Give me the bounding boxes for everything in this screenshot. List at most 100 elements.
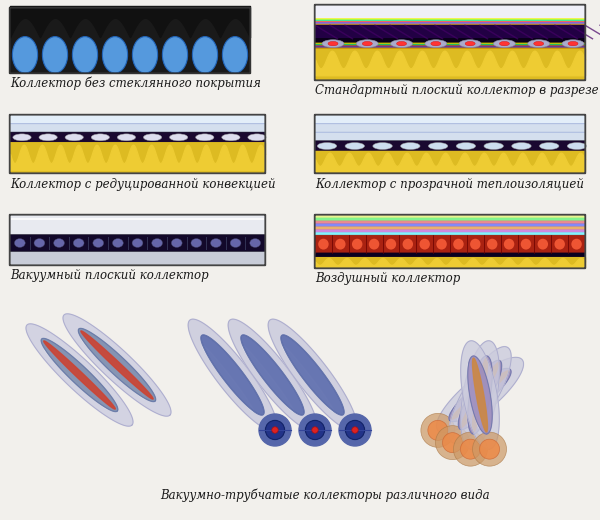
Ellipse shape [346,420,365,439]
Ellipse shape [222,134,240,141]
Ellipse shape [230,239,241,248]
FancyBboxPatch shape [314,215,586,218]
Ellipse shape [369,239,379,250]
Ellipse shape [465,42,475,46]
Ellipse shape [193,36,218,73]
Ellipse shape [272,427,278,433]
Text: Вакуумный плоский коллектор: Вакуумный плоский коллектор [10,269,209,282]
Text: Вакуумно-трубчатые коллекторы различного вида: Вакуумно-трубчатые коллекторы различного… [160,488,490,501]
FancyBboxPatch shape [314,253,586,257]
FancyBboxPatch shape [314,5,586,19]
Ellipse shape [456,142,476,149]
FancyBboxPatch shape [314,23,586,25]
Ellipse shape [91,134,109,141]
Ellipse shape [93,239,104,248]
Ellipse shape [322,40,344,47]
Ellipse shape [43,36,68,73]
Ellipse shape [356,40,378,47]
FancyBboxPatch shape [314,25,586,39]
Polygon shape [44,349,107,409]
Ellipse shape [436,426,470,460]
Polygon shape [281,335,344,415]
Ellipse shape [133,36,158,73]
Ellipse shape [473,432,506,466]
FancyBboxPatch shape [314,220,586,224]
Ellipse shape [312,427,318,433]
Polygon shape [468,356,492,434]
FancyBboxPatch shape [314,224,586,227]
Ellipse shape [391,40,413,47]
Ellipse shape [191,239,202,248]
FancyBboxPatch shape [314,229,586,233]
Polygon shape [63,314,171,416]
Ellipse shape [248,134,266,141]
Ellipse shape [571,239,582,250]
Ellipse shape [487,239,497,250]
Ellipse shape [14,239,25,248]
Ellipse shape [454,432,487,466]
Ellipse shape [386,239,396,250]
FancyBboxPatch shape [314,43,586,44]
Polygon shape [461,362,499,427]
FancyBboxPatch shape [314,217,586,221]
Text: Коллектор с редуцированной конвекцией: Коллектор с редуцированной конвекцией [10,178,275,191]
Polygon shape [473,358,487,432]
Ellipse shape [425,40,447,47]
Ellipse shape [568,42,578,46]
Text: Воздушный коллектор: Воздушный коллектор [315,272,460,285]
Text: Коллектор с прозрачной теплоизоляцией: Коллектор с прозрачной теплоизоляцией [315,178,584,191]
FancyBboxPatch shape [314,235,586,253]
Ellipse shape [305,420,325,439]
FancyBboxPatch shape [314,22,586,24]
Polygon shape [202,345,254,411]
Ellipse shape [499,42,509,46]
Polygon shape [458,363,491,421]
FancyBboxPatch shape [314,215,586,236]
FancyBboxPatch shape [314,38,586,49]
Ellipse shape [152,239,163,248]
Polygon shape [468,356,492,434]
FancyBboxPatch shape [10,142,265,173]
Ellipse shape [112,239,123,248]
FancyBboxPatch shape [10,215,265,235]
Ellipse shape [196,134,214,141]
Ellipse shape [373,142,392,149]
Ellipse shape [13,36,38,73]
Ellipse shape [428,420,448,440]
FancyBboxPatch shape [314,21,586,23]
Ellipse shape [539,142,559,149]
Ellipse shape [362,42,372,46]
Ellipse shape [13,134,31,141]
Polygon shape [228,319,317,431]
Polygon shape [44,341,115,409]
FancyBboxPatch shape [314,18,586,20]
Ellipse shape [352,239,362,250]
FancyBboxPatch shape [314,115,586,124]
Ellipse shape [484,142,503,149]
Ellipse shape [39,134,57,141]
Ellipse shape [328,42,338,46]
Ellipse shape [504,239,514,250]
Ellipse shape [163,36,188,73]
FancyBboxPatch shape [314,47,586,49]
FancyBboxPatch shape [314,123,586,133]
Ellipse shape [470,239,481,250]
Ellipse shape [528,40,550,47]
FancyBboxPatch shape [10,251,265,265]
Ellipse shape [250,239,260,248]
Ellipse shape [211,239,221,248]
Polygon shape [461,341,499,449]
Ellipse shape [132,239,143,248]
Ellipse shape [265,420,284,439]
Ellipse shape [339,414,371,446]
FancyBboxPatch shape [314,45,586,46]
Polygon shape [188,319,277,431]
Polygon shape [451,369,502,412]
Polygon shape [26,324,133,426]
Ellipse shape [318,239,329,250]
Polygon shape [436,357,524,433]
Ellipse shape [170,134,188,141]
Polygon shape [242,345,293,411]
Ellipse shape [172,239,182,248]
Text: Стандартный плоский коллектор в разрезе: Стандартный плоский коллектор в разрезе [315,84,599,97]
